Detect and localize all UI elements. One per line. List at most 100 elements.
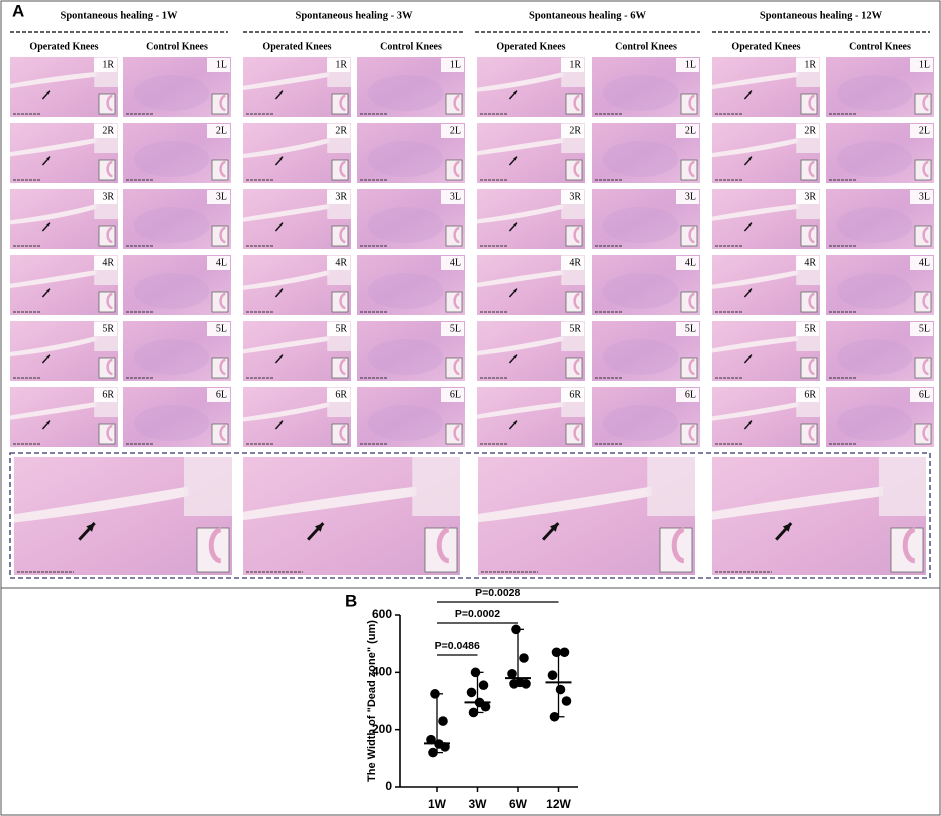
x-tick-label: 6W <box>509 797 528 811</box>
tissue-shade <box>602 207 679 243</box>
data-point <box>468 707 479 718</box>
inset-section <box>106 94 113 112</box>
inset-section <box>436 527 450 564</box>
image-label: 1L <box>450 59 461 70</box>
label-box <box>910 58 933 72</box>
tissue-shade <box>836 75 913 111</box>
tissue-cleft <box>477 336 564 356</box>
image-label: 2R <box>804 125 816 136</box>
tissue-cleft <box>10 204 97 225</box>
data-point <box>509 679 519 689</box>
inset-section <box>106 358 113 376</box>
tissue-shade <box>133 207 210 243</box>
inset-section <box>453 226 460 244</box>
column-heading: Control Knees <box>146 41 208 52</box>
label-box <box>441 58 464 72</box>
arrow-head <box>46 420 50 425</box>
arrow-head <box>279 90 283 95</box>
label-box <box>910 124 933 138</box>
tissue-shade <box>602 273 679 309</box>
tissue-cleft <box>712 270 799 289</box>
label-box <box>94 256 117 270</box>
inset-section <box>208 527 222 564</box>
label-box <box>561 190 584 204</box>
column-heading: Operated Knees <box>731 41 800 52</box>
image-label: 3R <box>335 191 347 202</box>
label-box <box>561 322 584 336</box>
inset-section <box>573 358 580 376</box>
inset-section <box>106 292 113 310</box>
y-tick-label: 0 <box>385 779 392 793</box>
image-label: 3R <box>569 191 581 202</box>
image-label: 6L <box>919 389 930 400</box>
tissue-cleft <box>477 270 564 288</box>
inset-section <box>688 424 695 442</box>
arrow-head <box>279 288 283 293</box>
arrow-head <box>748 222 752 227</box>
tissue-cleft <box>712 336 799 353</box>
image-label: 4R <box>102 257 114 268</box>
background-region <box>878 457 926 516</box>
tissue-cleft <box>10 336 97 357</box>
inset-section <box>808 292 815 310</box>
inset-section <box>688 358 695 376</box>
arrow-head <box>46 90 50 95</box>
inset-section <box>339 424 346 442</box>
tissue-shade <box>602 75 679 111</box>
tissue-shade <box>836 273 913 309</box>
tissue-cleft <box>477 204 564 224</box>
tissue-cleft <box>712 486 884 520</box>
arrow-head <box>513 222 517 227</box>
inset-section <box>106 160 113 178</box>
image-label: 6R <box>102 389 114 400</box>
inset-section <box>902 527 916 564</box>
label-box <box>796 190 819 204</box>
tissue-shade <box>367 339 444 375</box>
inset-section <box>808 94 815 112</box>
label-box <box>910 190 933 204</box>
image-label: 2R <box>335 125 347 136</box>
image-label: 1R <box>804 59 816 70</box>
arrow-head <box>748 288 752 293</box>
image-label: 5L <box>919 323 930 334</box>
data-point <box>480 701 491 712</box>
image-label: 1R <box>102 59 114 70</box>
tissue-shade <box>367 405 444 441</box>
tissue-shade <box>133 273 210 309</box>
inset-section <box>573 424 580 442</box>
image-label: 2L <box>216 125 227 136</box>
data-point <box>440 742 450 752</box>
image-label: 6L <box>450 389 461 400</box>
label-box <box>94 322 117 336</box>
label-box <box>796 322 819 336</box>
image-label: 4R <box>569 257 581 268</box>
data-point <box>521 679 531 689</box>
label-box <box>207 124 230 138</box>
column-heading: Operated Knees <box>496 41 565 52</box>
image-label: 3L <box>685 191 696 202</box>
tissue-cleft <box>10 270 97 288</box>
label-box <box>561 124 584 138</box>
inset-section <box>922 94 929 112</box>
tissue-cleft <box>243 270 330 290</box>
image-label: 1L <box>685 59 696 70</box>
tissue-cleft <box>477 138 564 156</box>
label-box <box>676 190 699 204</box>
tissue-cleft <box>10 402 97 420</box>
image-label: 6R <box>569 389 581 400</box>
background-region <box>647 457 695 516</box>
inset-section <box>573 226 580 244</box>
inset-section <box>453 424 460 442</box>
label-box <box>676 322 699 336</box>
arrow-head <box>513 156 517 161</box>
arrow-head <box>46 354 50 359</box>
data-point <box>555 684 566 695</box>
label-box <box>207 388 230 402</box>
tissue-shade <box>133 75 210 111</box>
x-tick-label: 12W <box>546 797 571 811</box>
image-label: 3L <box>450 191 461 202</box>
arrow-head <box>748 420 752 425</box>
image-label: 6L <box>216 389 227 400</box>
tissue-cleft <box>243 486 417 521</box>
